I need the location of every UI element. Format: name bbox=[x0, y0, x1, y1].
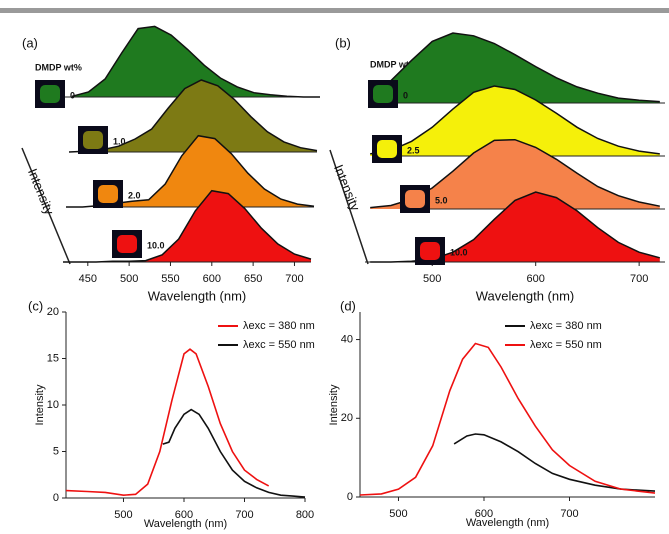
x-axis-title: Wavelength (nm) bbox=[144, 518, 227, 530]
sample-powder bbox=[83, 131, 103, 149]
panel-label: (c) bbox=[28, 298, 43, 313]
y-tick-label: 0 bbox=[53, 492, 59, 504]
y-axis-title: Intensity bbox=[34, 384, 46, 425]
x-tick-label: 600 bbox=[175, 509, 193, 521]
series-name: 2.0 bbox=[128, 190, 141, 200]
legend-title: DMDP wt% bbox=[370, 59, 417, 69]
x-axis-title: Wavelength (nm) bbox=[148, 288, 247, 303]
y-tick-label: 20 bbox=[341, 412, 353, 424]
spectrum-line bbox=[359, 342, 656, 496]
x-tick-label: 600 bbox=[475, 508, 493, 520]
legend-label: λexc = 380 nm bbox=[243, 320, 315, 332]
top-rule bbox=[0, 8, 669, 13]
sample-powder bbox=[117, 235, 137, 253]
spectrum-line bbox=[68, 79, 318, 153]
area-fill bbox=[72, 26, 320, 97]
spectrum-line bbox=[370, 85, 660, 155]
y-tick-label: 20 bbox=[47, 306, 59, 318]
series-name: 0 bbox=[70, 90, 75, 100]
y-tick-label: 0 bbox=[347, 491, 353, 503]
series-name: 2.5 bbox=[407, 145, 420, 155]
spectrum-line bbox=[162, 408, 306, 498]
panel-label: (d) bbox=[340, 298, 356, 313]
x-tick-label: 500 bbox=[120, 273, 138, 285]
y-tick-label: 10 bbox=[47, 399, 59, 411]
legend-label: λexc = 380 nm bbox=[530, 320, 602, 332]
y-axis-title: Intensity bbox=[328, 384, 340, 425]
intensity-axis bbox=[21, 147, 71, 265]
x-tick-label: 450 bbox=[79, 273, 97, 285]
series-name: 10.0 bbox=[147, 240, 165, 250]
x-tick-label: 800 bbox=[296, 509, 314, 521]
area-fill bbox=[66, 135, 314, 207]
x-tick-label: 500 bbox=[423, 273, 441, 285]
legend-label: λexc = 550 nm bbox=[530, 339, 602, 351]
sample-powder bbox=[40, 85, 60, 103]
sample-powder bbox=[420, 242, 440, 260]
series-name: 5.0 bbox=[435, 195, 448, 205]
spectrum-line bbox=[63, 189, 312, 263]
spectrum-line bbox=[71, 25, 320, 98]
x-tick-label: 500 bbox=[389, 508, 407, 520]
x-axis-title: Wavelength (nm) bbox=[476, 288, 575, 303]
spectrum-line bbox=[65, 348, 270, 497]
panel-label: (b) bbox=[335, 35, 351, 50]
x-tick-label: 500 bbox=[114, 509, 132, 521]
x-tick-label: 650 bbox=[244, 273, 262, 285]
area-fill bbox=[69, 80, 317, 152]
legend-label: λexc = 550 nm bbox=[243, 339, 315, 351]
y-tick-label: 15 bbox=[47, 352, 59, 364]
sample-powder bbox=[98, 185, 118, 203]
sample-powder bbox=[373, 85, 393, 103]
sample-powder bbox=[377, 140, 397, 158]
area-fill bbox=[370, 33, 660, 103]
x-tick-label: 700 bbox=[560, 508, 578, 520]
x-tick-label: 600 bbox=[527, 273, 545, 285]
y-tick-label: 5 bbox=[53, 445, 59, 457]
spectrum-line bbox=[453, 433, 656, 492]
area-fill bbox=[370, 139, 660, 209]
series-name: 1.0 bbox=[113, 136, 126, 146]
sample-powder bbox=[405, 190, 425, 208]
y-axis-title: Intensity bbox=[331, 162, 363, 213]
y-tick-label: 40 bbox=[341, 333, 353, 345]
y-axis-title: Intensity bbox=[25, 166, 57, 217]
x-tick-label: 700 bbox=[235, 509, 253, 521]
x-tick-label: 600 bbox=[203, 273, 221, 285]
x-tick-label: 700 bbox=[285, 273, 303, 285]
legend-title: DMDP wt% bbox=[35, 62, 82, 72]
series-name: 10.0 bbox=[450, 247, 468, 257]
spectrum-line bbox=[369, 32, 660, 103]
x-axis-title: Wavelength (nm) bbox=[466, 517, 549, 529]
panel-label: (a) bbox=[22, 35, 38, 50]
x-tick-label: 550 bbox=[161, 273, 179, 285]
x-tick-label: 700 bbox=[630, 273, 648, 285]
area-fill bbox=[370, 86, 660, 156]
area-fill bbox=[370, 192, 660, 262]
intensity-axis bbox=[329, 149, 369, 265]
series-name: 0 bbox=[403, 90, 408, 100]
